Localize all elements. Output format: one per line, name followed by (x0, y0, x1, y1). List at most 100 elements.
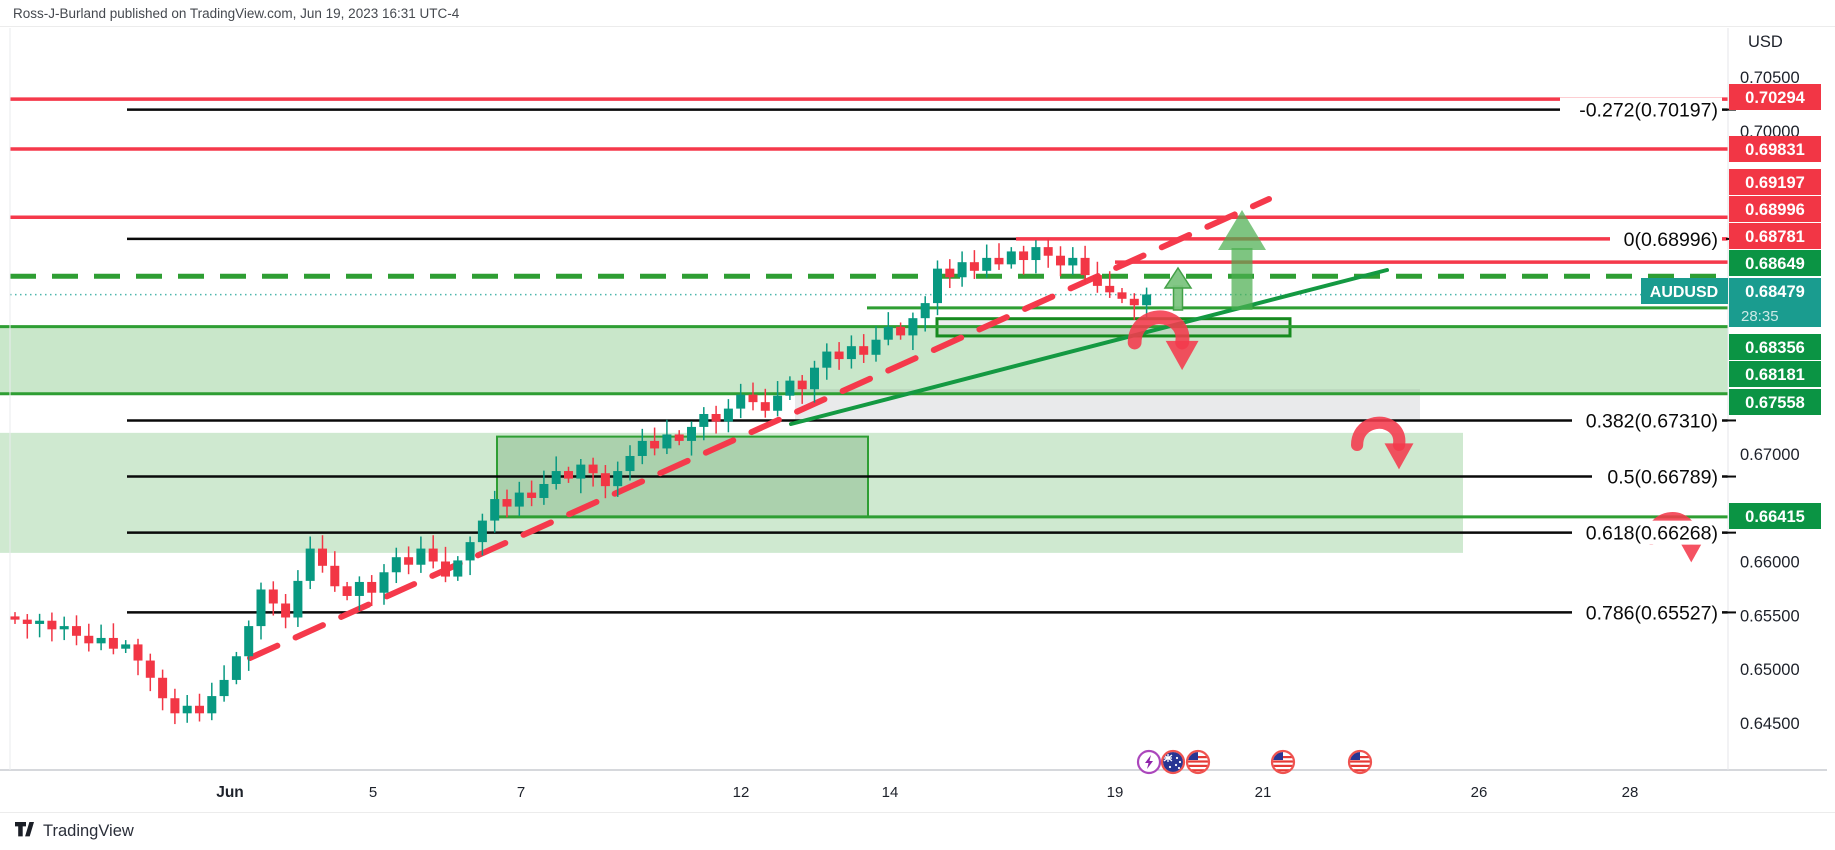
candle-body (195, 705, 204, 714)
candle-body (957, 262, 967, 278)
candle-body (896, 326, 906, 336)
candle-body (1043, 247, 1053, 256)
price-label-box-0.68781: 0.68781 (1729, 223, 1821, 249)
ascending-support-dashed[interactable] (247, 196, 1272, 661)
svg-text:0.68181: 0.68181 (1745, 366, 1805, 384)
candle-body (1142, 294, 1152, 306)
candle-body (908, 318, 918, 336)
candle-body (367, 581, 377, 593)
candle-body (256, 589, 266, 627)
candle-body (883, 326, 893, 340)
candle-body (711, 413, 721, 422)
svg-text:-0.272(0.70197): -0.272(0.70197) (1579, 100, 1718, 122)
price-label-box-0.68996: 0.68996 (1729, 196, 1821, 222)
candle-body (47, 620, 57, 630)
time-axis-label-21[interactable]: 21 (1255, 784, 1272, 801)
price-axis-tick-0.67000[interactable]: 0.67000 (1740, 446, 1800, 464)
candle-body (502, 499, 512, 507)
candle-body (477, 520, 487, 543)
footer-brand-text[interactable]: TradingView (43, 822, 134, 840)
candle-body (1080, 257, 1090, 276)
candle-body (920, 303, 930, 319)
candle-body (1105, 285, 1115, 293)
svg-text:0.382(0.67310): 0.382(0.67310) (1586, 410, 1718, 432)
tradingview-logo-icon[interactable] (13, 819, 34, 845)
candle-body (551, 471, 561, 484)
economic-event-au-flag-icon[interactable] (1160, 749, 1186, 775)
candle-body (687, 426, 696, 441)
candle-body (945, 268, 955, 278)
fib-label-0.618(0.66268): 0.618(0.66268) (1572, 520, 1736, 545)
fib-label-0(0.68996): 0(0.68996) (1610, 226, 1736, 251)
candle-body (871, 339, 881, 355)
candle-body (539, 483, 549, 498)
candle-body (145, 660, 155, 678)
time-axis-label-7[interactable]: 7 (517, 784, 525, 801)
price-label-box-0.68649: 0.68649 (1729, 250, 1821, 276)
candle-body (22, 619, 32, 624)
svg-text:0.70294: 0.70294 (1745, 89, 1805, 107)
candle-body (859, 346, 869, 355)
candle-body (527, 492, 537, 498)
candlestick-series (10, 238, 1152, 725)
economic-event-us-flag-icon[interactable] (1185, 749, 1211, 775)
large-bullish-arrow[interactable] (1218, 210, 1266, 310)
svg-text:0.786(0.65527): 0.786(0.65527) (1586, 602, 1718, 624)
time-axis-label-5[interactable]: 5 (369, 784, 377, 801)
candle-body (219, 679, 229, 697)
price-axis-tick-0.65500[interactable]: 0.65500 (1740, 607, 1800, 625)
price-label-box-0.67558: 0.67558 (1729, 389, 1821, 415)
symbol-price-label: AUDUSD 0.68479 28:35 (1641, 278, 1821, 327)
price-axis-tick-0.66000[interactable]: 0.66000 (1740, 554, 1800, 572)
candle-body (1068, 257, 1078, 266)
economic-event-bolt-icon[interactable] (1136, 749, 1162, 775)
candle-body (600, 473, 610, 487)
candle-body (674, 434, 684, 441)
candle-body (933, 268, 942, 304)
candle-body (281, 603, 291, 618)
candle-body (379, 572, 389, 593)
economic-event-us-flag-icon[interactable] (1347, 749, 1373, 775)
price-label-box-0.69197: 0.69197 (1729, 169, 1821, 195)
svg-text:0.67558: 0.67558 (1745, 394, 1805, 412)
svg-text:0.68781: 0.68781 (1745, 228, 1805, 246)
rising-trendline-green[interactable] (789, 268, 1389, 426)
price-label-box-0.68181: 0.68181 (1729, 361, 1821, 387)
candle-body (268, 589, 278, 604)
candle-body (158, 677, 168, 699)
candle-body (576, 464, 586, 479)
attribution-bar: Ross-J-Burland published on TradingView.… (0, 0, 1835, 27)
small-bullish-arrow[interactable] (1163, 266, 1193, 311)
time-axis-label-19[interactable]: 19 (1107, 784, 1124, 801)
candle-countdown-text: 28:35 (1741, 308, 1779, 325)
candle-body (182, 705, 192, 714)
candle-body (96, 637, 106, 644)
candle-body (650, 440, 660, 449)
candle-body (354, 581, 364, 596)
price-axis-tick-0.70500[interactable]: 0.70500 (1740, 69, 1800, 87)
time-axis-label-28[interactable]: 28 (1622, 784, 1639, 801)
candle-body (1129, 298, 1139, 306)
svg-text:0(0.68996): 0(0.68996) (1624, 229, 1718, 251)
time-axis-label-26[interactable]: 26 (1471, 784, 1488, 801)
candle-body (1092, 275, 1102, 286)
candle-body (1117, 292, 1127, 299)
price-label-box-0.66415: 0.66415 (1729, 503, 1821, 529)
candle-body (1031, 247, 1041, 261)
candle-body (514, 492, 524, 507)
candle-body (662, 434, 672, 449)
time-axis-label-14[interactable]: 14 (882, 784, 899, 801)
time-axis-label-Jun[interactable]: Jun (216, 784, 244, 801)
economic-event-us-flag-icon[interactable] (1270, 749, 1296, 775)
candle-body (564, 471, 573, 479)
time-axis-label-12[interactable]: 12 (733, 784, 750, 801)
candle-body (59, 626, 69, 630)
price-axis-tick-0.65000[interactable]: 0.65000 (1740, 661, 1800, 679)
price-axis-tick-0.64500[interactable]: 0.64500 (1740, 715, 1800, 733)
candle-body (330, 565, 340, 587)
price-label-box-0.68356: 0.68356 (1729, 334, 1821, 360)
candle-body (613, 471, 623, 487)
price-label-box-0.70294: 0.70294 (1729, 84, 1821, 110)
